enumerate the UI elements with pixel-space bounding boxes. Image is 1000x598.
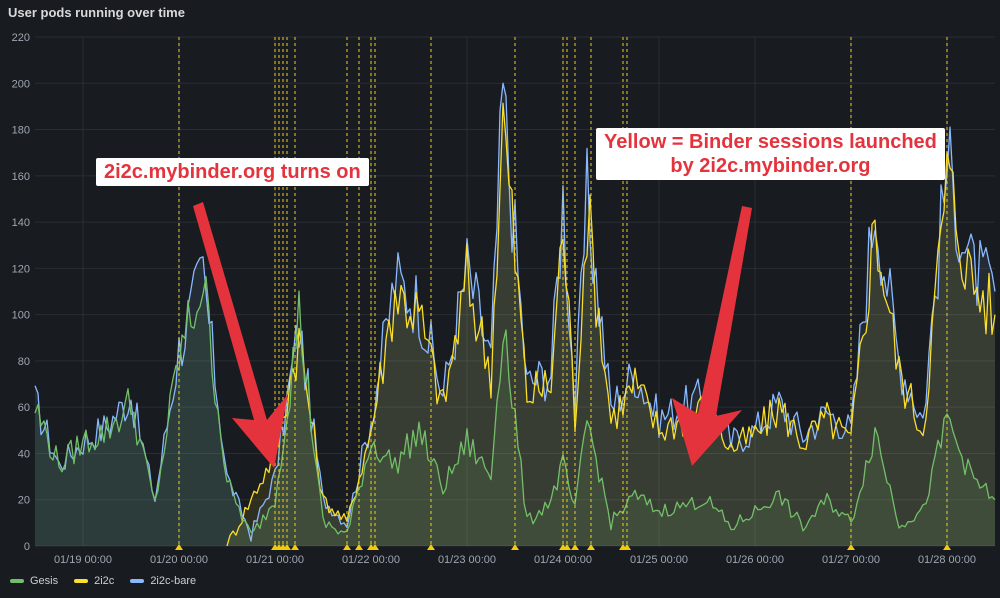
annotation-marker[interactable] (175, 544, 183, 550)
y-tick-label: 200 (12, 78, 30, 90)
annotation-marker[interactable] (511, 544, 519, 550)
annotation-marker[interactable] (371, 544, 379, 550)
x-tick-label: 01/28 00:00 (918, 554, 976, 566)
arrow-left (193, 202, 288, 468)
x-tick-label: 01/19 00:00 (54, 554, 112, 566)
legend: Gesis 2i2c 2i2c-bare (10, 575, 196, 587)
x-tick-label: 01/27 00:00 (822, 554, 880, 566)
annotation-marker[interactable] (291, 544, 299, 550)
annotation-marker[interactable] (427, 544, 435, 550)
x-tick-label: 01/23 00:00 (438, 554, 496, 566)
y-tick-label: 60 (18, 402, 30, 414)
panel-title: User pods running over time (8, 5, 185, 20)
legend-swatch (10, 579, 24, 583)
annotation-marker[interactable] (623, 544, 631, 550)
x-tick-label: 01/26 00:00 (726, 554, 784, 566)
y-tick-label: 0 (24, 541, 30, 553)
series-area-2i2c (227, 103, 995, 547)
annotation-marker[interactable] (343, 544, 351, 550)
annotation-markers[interactable] (175, 37, 951, 550)
y-tick-label: 20 (18, 495, 30, 507)
annotation-marker[interactable] (587, 544, 595, 550)
y-tick-label: 120 (12, 263, 30, 275)
legend-item-2i2c-bare[interactable]: 2i2c-bare (130, 575, 196, 587)
y-tick-label: 220 (12, 32, 30, 44)
legend-swatch (74, 579, 89, 583)
series-line-Gesis (34, 275, 996, 535)
x-tick-label: 01/25 00:00 (630, 554, 688, 566)
callout-turn-on: 2i2c.mybinder.org turns on (96, 158, 369, 186)
legend-item-gesis[interactable]: Gesis (10, 575, 58, 587)
callout-yellow-explainer: Yellow = Binder sessions launched by 2i2… (596, 128, 945, 180)
x-tick-label: 01/24 00:00 (534, 554, 592, 566)
legend-item-2i2c[interactable]: 2i2c (74, 575, 114, 587)
x-axis: 01/19 00:00 01/20 00:00 01/21 00:00 01/22 0… (54, 554, 976, 566)
legend-swatch (130, 579, 145, 583)
annotation-marker[interactable] (283, 544, 291, 550)
y-tick-label: 140 (12, 217, 30, 229)
legend-label: 2i2c-bare (150, 575, 197, 587)
x-tick-label: 01/21 00:00 (246, 554, 304, 566)
x-tick-label: 01/22 00:00 (342, 554, 400, 566)
annotation-marker[interactable] (355, 544, 363, 550)
annotation-marker[interactable] (571, 544, 579, 550)
y-tick-label: 160 (12, 171, 30, 183)
legend-label: 2i2c (94, 575, 115, 587)
x-tick-label: 01/20 00:00 (150, 554, 208, 566)
y-axis: 0 20 40 60 80 100 120 140 160 180 200 220 (12, 32, 30, 553)
y-tick-label: 180 (12, 125, 30, 137)
annotation-marker[interactable] (847, 544, 855, 550)
annotation-marker[interactable] (943, 544, 951, 550)
annotation-marker[interactable] (563, 544, 571, 550)
arrow-right (672, 206, 752, 466)
callout-arrows (193, 202, 752, 468)
series-line-2i2c (226, 102, 996, 547)
y-tick-label: 100 (12, 310, 30, 322)
legend-label: Gesis (30, 575, 59, 587)
y-tick-label: 40 (18, 448, 30, 460)
y-tick-label: 80 (18, 356, 30, 368)
